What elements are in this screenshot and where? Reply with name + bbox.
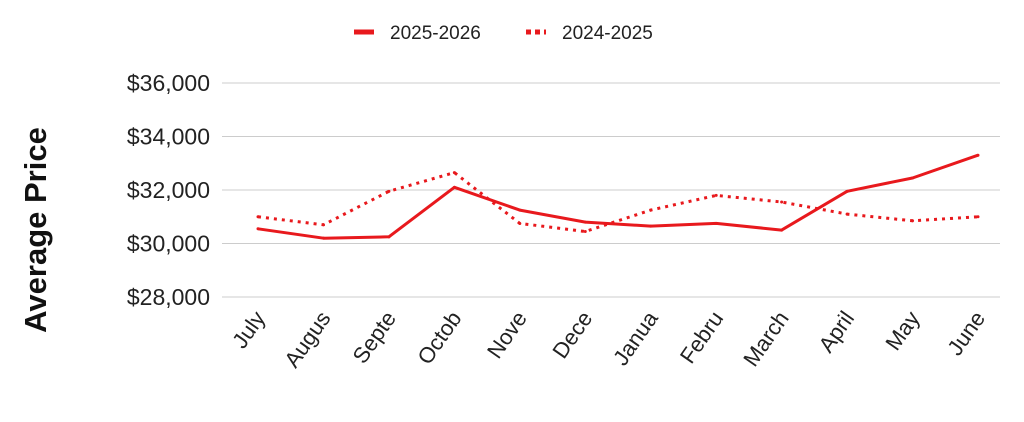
data-point (976, 215, 980, 219)
data-point (649, 208, 653, 212)
y-tick-label: $32,000 (127, 177, 210, 203)
data-point (976, 153, 980, 157)
data-point (714, 193, 718, 197)
data-point (321, 236, 325, 240)
data-point (911, 219, 915, 223)
y-tick-label: $30,000 (127, 231, 210, 257)
data-point (452, 171, 456, 175)
x-tick-label: April (813, 307, 859, 357)
data-point (387, 235, 391, 239)
data-point (845, 189, 849, 193)
data-point (387, 189, 391, 193)
gridlines (222, 82, 1000, 298)
data-point (780, 200, 784, 204)
series-line-2025-2026 (257, 153, 979, 240)
data-point (321, 223, 325, 227)
data-point (649, 224, 653, 228)
data-point (583, 229, 587, 233)
y-axis-ticks: $28,000 $30,000 $32,000 $34,000 $36,000 (127, 70, 210, 310)
y-axis-label: Average Price (18, 127, 53, 333)
y-tick-label: $34,000 (127, 124, 210, 150)
x-tick-label: Janua (608, 306, 663, 370)
series-lines (256, 153, 980, 240)
x-tick-label: Nove (482, 307, 532, 363)
data-point (911, 176, 915, 180)
data-point (714, 221, 718, 225)
x-tick-label: June (942, 307, 990, 360)
data-point (452, 185, 456, 189)
data-point (518, 221, 522, 225)
data-point (256, 227, 260, 231)
y-tick-label: $36,000 (127, 70, 210, 96)
legend-label: 2025-2026 (390, 23, 481, 44)
x-tick-label: March (738, 307, 794, 371)
legend-label: 2024-2025 (562, 23, 653, 44)
data-point (583, 220, 587, 224)
x-tick-label: Octob (412, 307, 466, 369)
x-tick-label: Dece (547, 307, 597, 363)
y-tick-label: $28,000 (127, 284, 210, 310)
data-point (518, 208, 522, 212)
data-point (780, 228, 784, 232)
x-tick-label: May (880, 307, 924, 355)
data-point (256, 215, 260, 219)
legend: 2025-2026 2024-2025 (354, 23, 653, 44)
x-tick-label: Augus (279, 307, 335, 372)
x-tick-label: July (227, 307, 270, 353)
x-tick-label: Septe (348, 307, 401, 368)
x-tick-label: Febru (675, 307, 728, 368)
x-axis-ticks: July Augus Septe Octob Nove Dece Janua Febru Mar… (227, 306, 990, 372)
data-point (845, 212, 849, 216)
